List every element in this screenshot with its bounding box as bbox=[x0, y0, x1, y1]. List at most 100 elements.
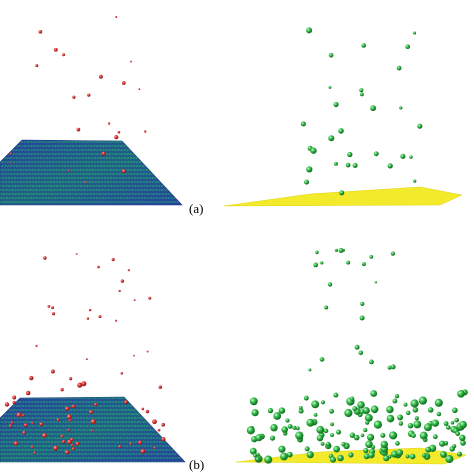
atom bbox=[445, 455, 454, 463]
atom bbox=[320, 261, 324, 265]
atom bbox=[285, 418, 290, 423]
atom bbox=[338, 247, 344, 254]
atom bbox=[61, 439, 66, 444]
atom bbox=[419, 431, 428, 440]
atom bbox=[86, 317, 90, 320]
atom bbox=[399, 106, 403, 110]
atom bbox=[64, 406, 70, 411]
atom bbox=[359, 409, 365, 414]
atom bbox=[390, 364, 396, 370]
atom bbox=[367, 433, 375, 441]
atom bbox=[357, 401, 365, 409]
atom bbox=[347, 151, 353, 158]
atom bbox=[90, 429, 94, 432]
atom bbox=[333, 101, 339, 108]
atom bbox=[334, 248, 339, 253]
panel-b-label: (b) bbox=[189, 457, 205, 472]
atom bbox=[53, 47, 58, 52]
atom bbox=[369, 255, 374, 259]
atom bbox=[90, 419, 96, 425]
atom bbox=[443, 421, 449, 427]
atom bbox=[50, 369, 55, 374]
atom bbox=[436, 411, 442, 417]
atom bbox=[10, 421, 14, 425]
atom bbox=[141, 407, 145, 411]
atom bbox=[246, 426, 255, 435]
atom bbox=[308, 368, 312, 372]
atom bbox=[98, 315, 102, 319]
atom bbox=[43, 256, 47, 260]
atom bbox=[359, 88, 364, 93]
atom bbox=[432, 434, 438, 440]
atom bbox=[412, 406, 419, 413]
atom bbox=[412, 31, 417, 35]
atom bbox=[67, 428, 71, 432]
atom bbox=[306, 166, 313, 173]
atom bbox=[446, 425, 451, 430]
atom bbox=[352, 406, 358, 412]
atom bbox=[249, 397, 258, 406]
atom bbox=[410, 399, 419, 408]
panel-b-left-view bbox=[0, 252, 186, 463]
atom bbox=[315, 250, 319, 255]
atom bbox=[390, 251, 396, 256]
atom bbox=[304, 179, 310, 185]
atom bbox=[287, 423, 293, 429]
atom bbox=[31, 421, 34, 425]
atom bbox=[316, 425, 325, 434]
atom bbox=[75, 252, 78, 255]
atom bbox=[330, 422, 335, 427]
atom bbox=[115, 319, 118, 322]
atom bbox=[264, 455, 273, 464]
atom bbox=[143, 130, 147, 133]
atom bbox=[336, 429, 342, 435]
atom bbox=[370, 405, 379, 414]
atom bbox=[72, 95, 76, 99]
atom bbox=[316, 434, 324, 442]
atom bbox=[77, 382, 83, 388]
atom bbox=[409, 155, 413, 159]
atom bbox=[313, 262, 319, 268]
atom bbox=[47, 305, 51, 308]
atom bbox=[358, 350, 364, 356]
atom bbox=[349, 432, 356, 438]
atom bbox=[409, 453, 416, 460]
atom bbox=[76, 127, 81, 132]
atom bbox=[161, 436, 166, 442]
atom bbox=[333, 445, 340, 453]
atom bbox=[333, 392, 339, 398]
atom bbox=[118, 445, 122, 449]
atom bbox=[115, 15, 118, 18]
atom bbox=[35, 64, 39, 68]
atom bbox=[101, 151, 106, 156]
atom bbox=[405, 410, 411, 416]
atom bbox=[62, 53, 66, 57]
atom bbox=[67, 439, 72, 445]
atom bbox=[411, 433, 416, 438]
atom bbox=[53, 445, 59, 451]
atom bbox=[97, 265, 100, 269]
atom bbox=[383, 455, 390, 462]
atom bbox=[365, 420, 370, 425]
atom bbox=[120, 279, 125, 283]
atom bbox=[310, 147, 317, 154]
atom bbox=[395, 441, 400, 446]
atom bbox=[373, 420, 383, 429]
atom bbox=[405, 454, 410, 459]
atom bbox=[88, 308, 92, 312]
atom bbox=[452, 444, 457, 449]
atom bbox=[354, 344, 360, 350]
atom bbox=[133, 299, 136, 302]
atom bbox=[70, 443, 74, 447]
atom bbox=[295, 431, 304, 440]
atom bbox=[158, 385, 163, 389]
atom bbox=[454, 417, 460, 423]
atom bbox=[89, 410, 93, 415]
panel-a-right-view bbox=[223, 27, 463, 207]
atom bbox=[348, 452, 354, 458]
atom bbox=[337, 454, 344, 462]
atom bbox=[369, 359, 374, 365]
atom bbox=[60, 434, 64, 438]
atom bbox=[30, 445, 34, 449]
atom bbox=[306, 451, 314, 459]
